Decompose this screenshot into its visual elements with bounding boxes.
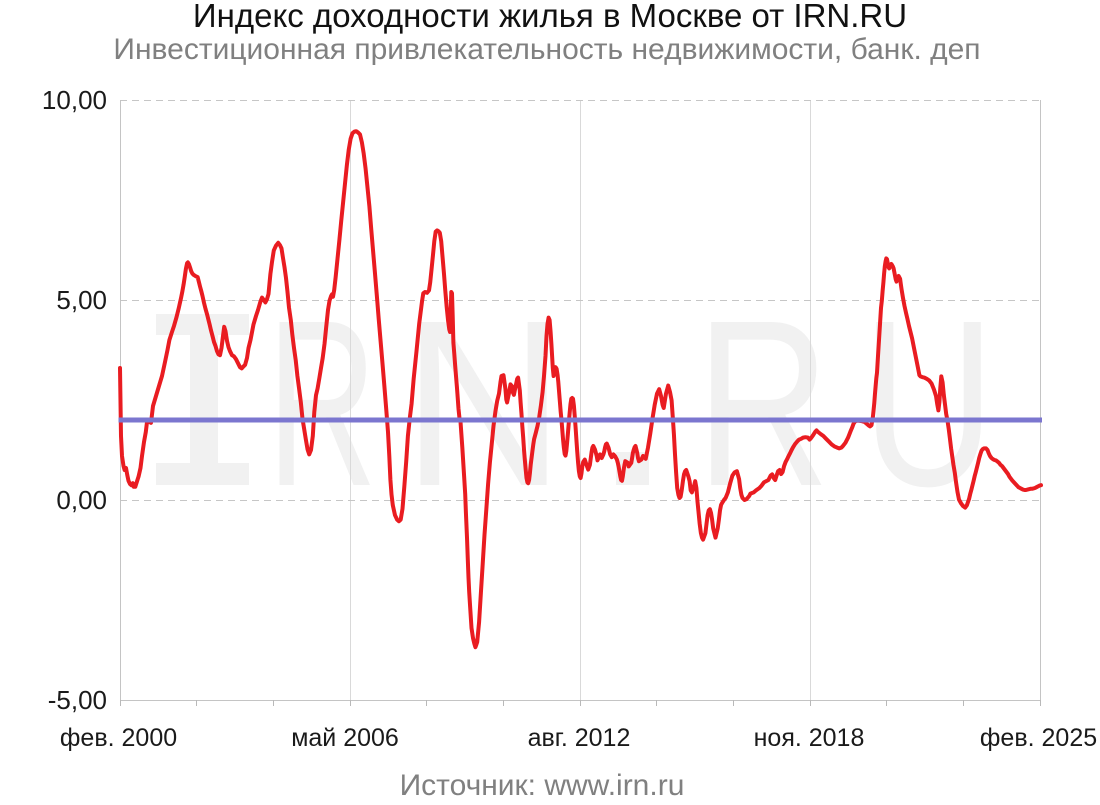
svg-text:май 2006: май 2006 xyxy=(291,724,399,752)
svg-text:R: R xyxy=(267,271,377,536)
svg-text:фев. 2025: фев. 2025 xyxy=(980,724,1097,752)
svg-text:-5,00: -5,00 xyxy=(48,685,107,715)
svg-text:5,00: 5,00 xyxy=(56,285,107,315)
svg-text:R: R xyxy=(696,271,830,536)
svg-text:Инвестиционная привлекательнос: Инвестиционная привлекательность недвижи… xyxy=(113,33,980,66)
svg-text:0,00: 0,00 xyxy=(56,485,107,515)
svg-text:авг. 2012: авг. 2012 xyxy=(528,724,631,752)
svg-text:N: N xyxy=(402,271,565,536)
svg-text:ноя. 2018: ноя. 2018 xyxy=(754,724,865,752)
svg-text:10,00: 10,00 xyxy=(42,85,107,115)
svg-text:фев. 2000: фев. 2000 xyxy=(60,724,177,752)
svg-text:Индекс доходности жилья в Моск: Индекс доходности жилья в Москве от IRN.… xyxy=(193,0,907,34)
svg-text:Источник: www.irn.ru: Источник: www.irn.ru xyxy=(400,769,685,800)
